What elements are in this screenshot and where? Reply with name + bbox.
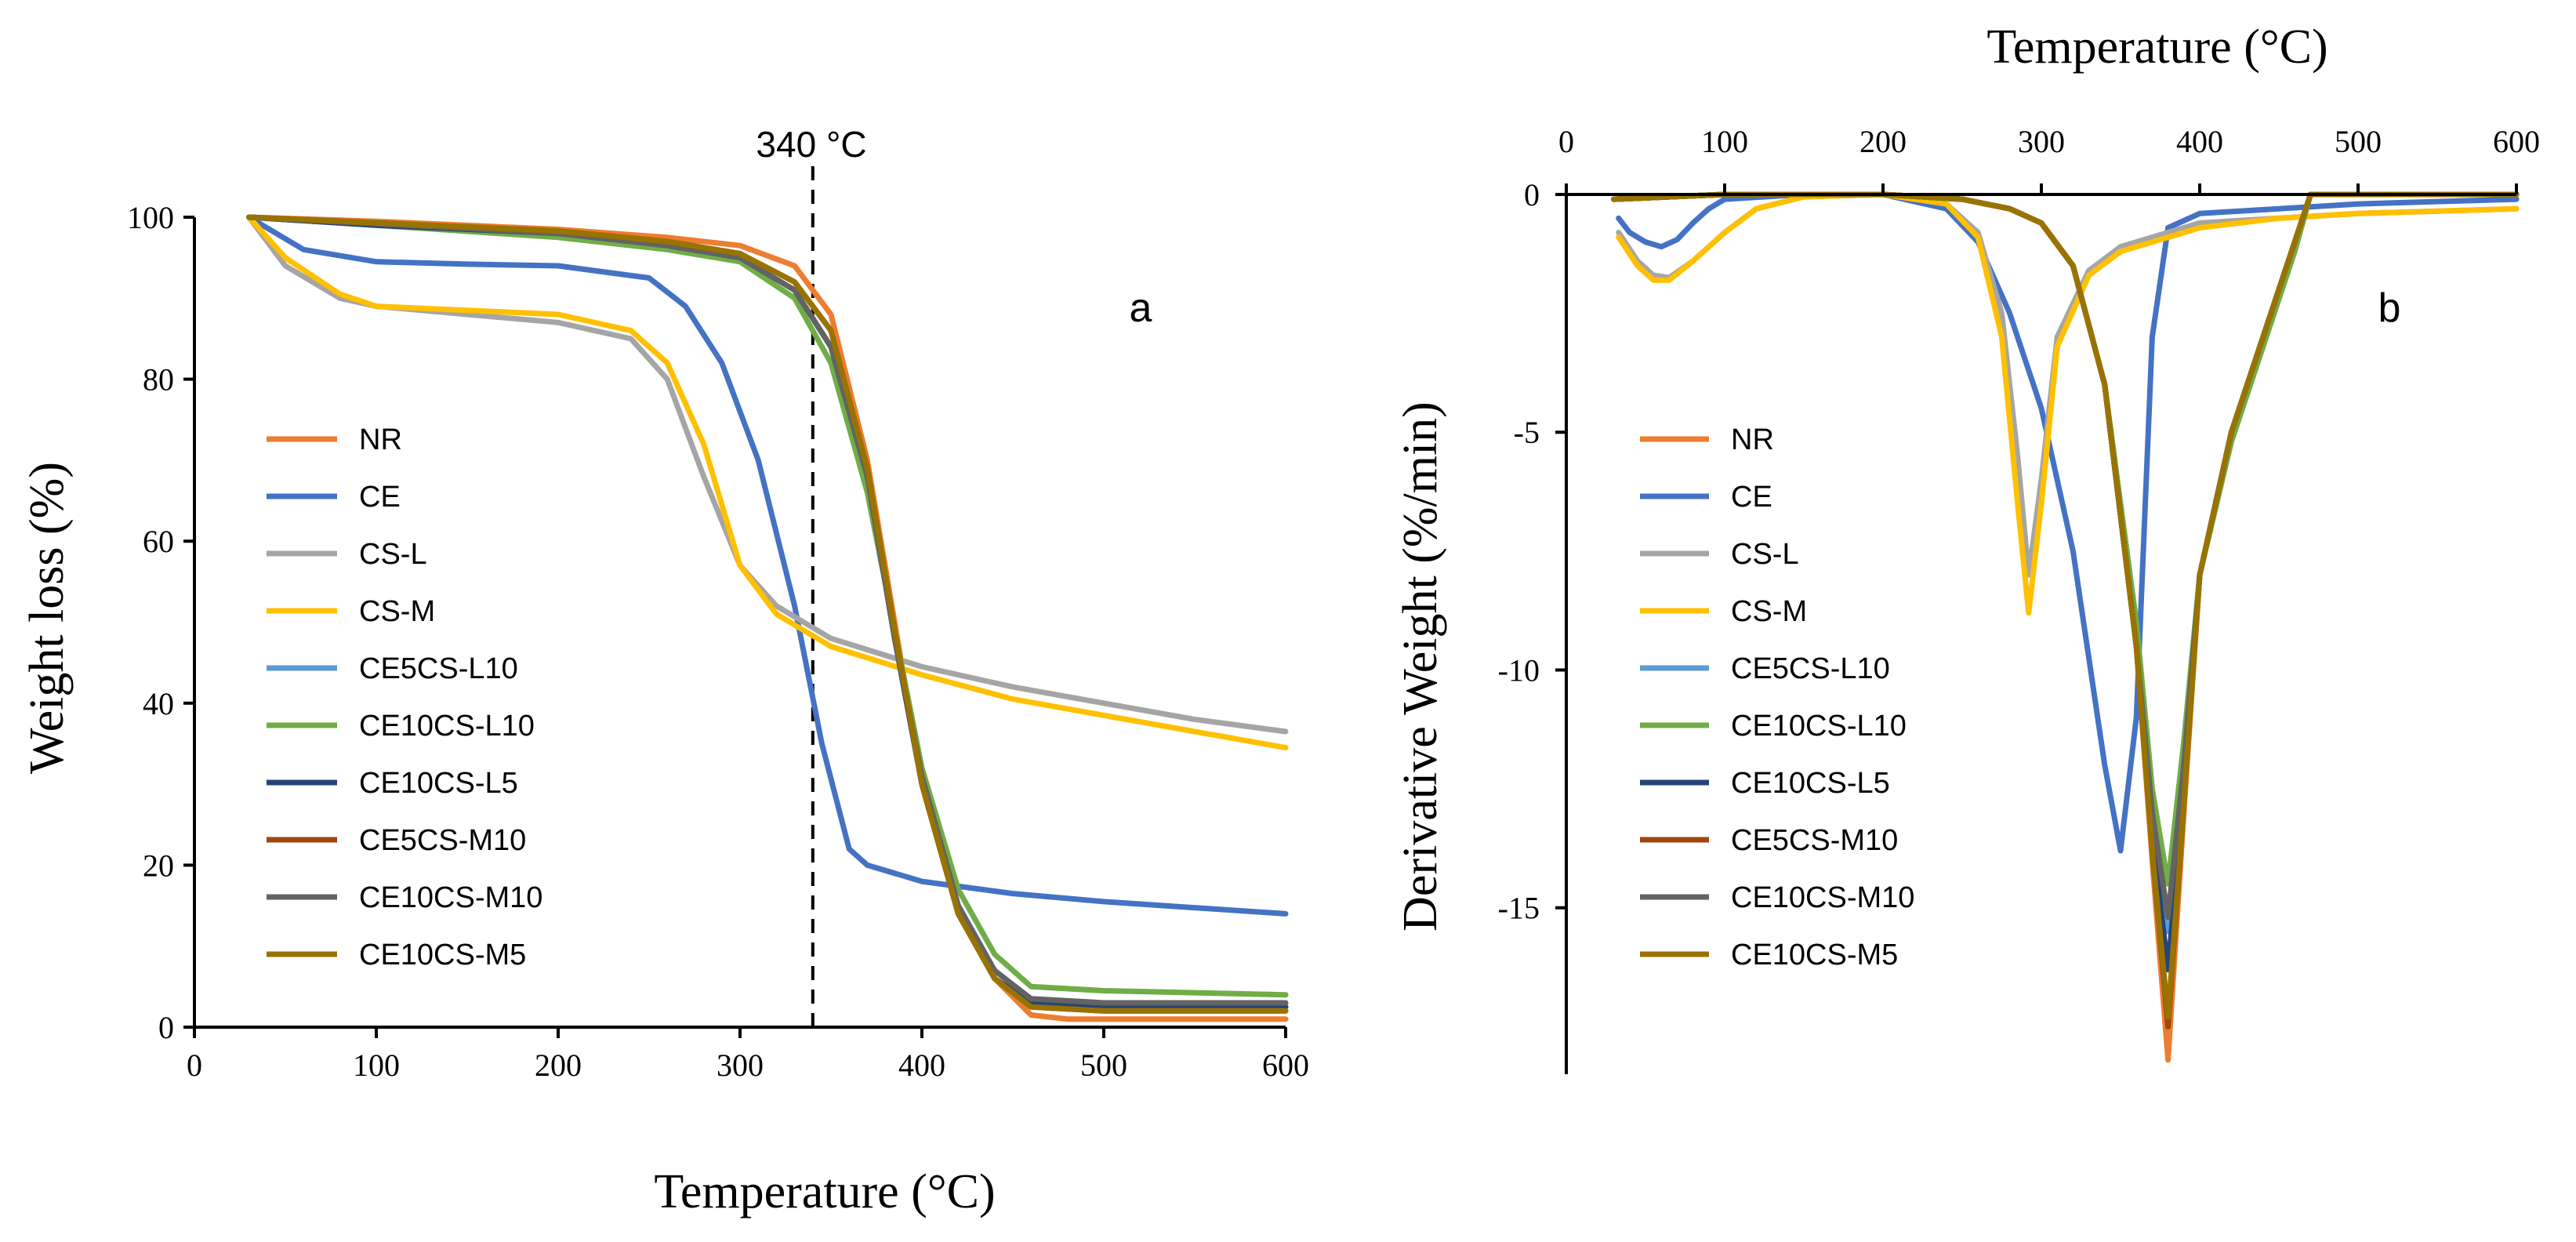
- y-tick-label-b: -10: [1498, 652, 1540, 688]
- series-line-a-cs-m: [246, 214, 1289, 751]
- x-tick-label-a: 400: [898, 1048, 945, 1083]
- x-tick-label-a: 500: [1080, 1048, 1127, 1083]
- x-tick-label-b: 200: [1859, 124, 1907, 159]
- x-tick-label-a: 0: [187, 1048, 202, 1083]
- x-axis-title-a: Temperature (°C): [654, 1165, 995, 1218]
- panel-label-a: a: [1130, 285, 1152, 331]
- legend-label-b-ce5cs-m10: CE5CS-M10: [1731, 824, 1898, 857]
- y-tick-label-b: -15: [1498, 891, 1540, 926]
- x-tick-label-a: 300: [717, 1048, 764, 1083]
- x-tick-label-a: 600: [1262, 1048, 1309, 1083]
- y-tick-label-b: 0: [1524, 177, 1540, 212]
- x-tick-label-a: 100: [353, 1048, 400, 1083]
- legend-label-a-nr: NR: [359, 423, 402, 456]
- panel-a-x-ticks: 0 100 200 300 400 500 600: [187, 1027, 1309, 1083]
- x-tick-label-b: 600: [2493, 124, 2540, 159]
- legend-label-b-ce10cs-m10: CE10CS-M10: [1731, 881, 1914, 914]
- legend-label-a-ce10cs-m5: CE10CS-M5: [359, 939, 526, 971]
- legend-a: NR CE CS-L CS-M CE5CS-L10 CE10CS-L10 CE10CS-L5…: [267, 423, 542, 971]
- legend-label-b-ce10cs-m5: CE10CS-M5: [1731, 939, 1898, 971]
- panel-a-y-ticks: 0 20 40 60 80 100: [127, 200, 194, 1045]
- panel-label-b: b: [2378, 285, 2401, 331]
- series-line-a-ce10cs-m5: [246, 214, 1289, 1014]
- panel-b-x-ticks: 0 100 200 300 400 500 600: [1558, 124, 2540, 194]
- y-tick-label-a: 40: [143, 686, 174, 721]
- legend-b: NR CE CS-L CS-M CE5CS-L10 CE10CS-L10 CE10CS-L5…: [1640, 423, 1914, 971]
- y-tick-label-a: 20: [143, 848, 174, 883]
- legend-label-a-cs-m: CS-M: [359, 595, 435, 628]
- x-tick-label-b: 300: [2018, 124, 2065, 159]
- annotation-340c: 340 °C: [756, 124, 866, 165]
- legend-label-b-cs-m: CS-M: [1731, 595, 1807, 628]
- series-line-b-cs-m: [1616, 191, 2520, 616]
- y-axis-title-b: Derivative Weight (%/min): [1394, 401, 1447, 932]
- legend-label-a-ce: CE: [359, 481, 401, 514]
- x-tick-label-b: 500: [2335, 124, 2382, 159]
- panel-a-axes: [193, 217, 1286, 1029]
- x-tick-label-b: 400: [2176, 124, 2223, 159]
- x-tick-label-b: 0: [1558, 124, 1574, 159]
- panel-a-weight-loss-chart: 340 °C a 0 100 200 300 400 500 600 0 20 40 60 80 10…: [20, 124, 1309, 1218]
- legend-label-b-nr: NR: [1731, 423, 1774, 456]
- y-tick-label-a: 80: [143, 362, 174, 398]
- legend-label-a-ce10cs-m10: CE10CS-M10: [359, 881, 542, 914]
- series-line-b-ce10cs-m5: [1611, 191, 2520, 1020]
- y-tick-label-b: -5: [1514, 415, 1540, 450]
- legend-label-a-ce10cs-l10: CE10CS-L10: [359, 710, 535, 743]
- y-tick-label-a: 0: [158, 1010, 174, 1045]
- y-axis-title-a: Weight loss (%): [20, 462, 74, 774]
- legend-label-a-cs-l: CS-L: [359, 538, 427, 571]
- panel-b-series: [1611, 191, 2520, 1063]
- legend-label-a-ce5cs-l10: CE5CS-L10: [359, 652, 518, 685]
- legend-label-b-ce5cs-l10: CE5CS-L10: [1731, 652, 1890, 685]
- legend-label-b-ce: CE: [1731, 481, 1772, 514]
- y-tick-label-a: 60: [143, 524, 174, 559]
- x-tick-label-b: 100: [1701, 124, 1748, 159]
- x-axis-title-b: Temperature (°C): [1986, 20, 2327, 74]
- legend-label-b-ce10cs-l5: CE10CS-L5: [1731, 767, 1890, 800]
- panel-b-y-ticks: 0 -5 -10 -15: [1498, 177, 1566, 926]
- legend-label-b-ce10cs-l10: CE10CS-L10: [1731, 710, 1907, 743]
- y-tick-label-a: 100: [127, 200, 174, 235]
- legend-label-b-cs-l: CS-L: [1731, 538, 1799, 571]
- panel-b-derivative-weight-chart: Temperature (°C) b 0 100 200 300 400 500 600 0…: [1394, 20, 2540, 1074]
- panel-b-axes: [1565, 193, 2516, 1074]
- legend-label-a-ce10cs-l5: CE10CS-L5: [359, 767, 518, 800]
- x-tick-label-a: 200: [535, 1048, 582, 1083]
- legend-label-a-ce5cs-m10: CE5CS-M10: [359, 824, 526, 857]
- panel-a-series: [246, 214, 1289, 1022]
